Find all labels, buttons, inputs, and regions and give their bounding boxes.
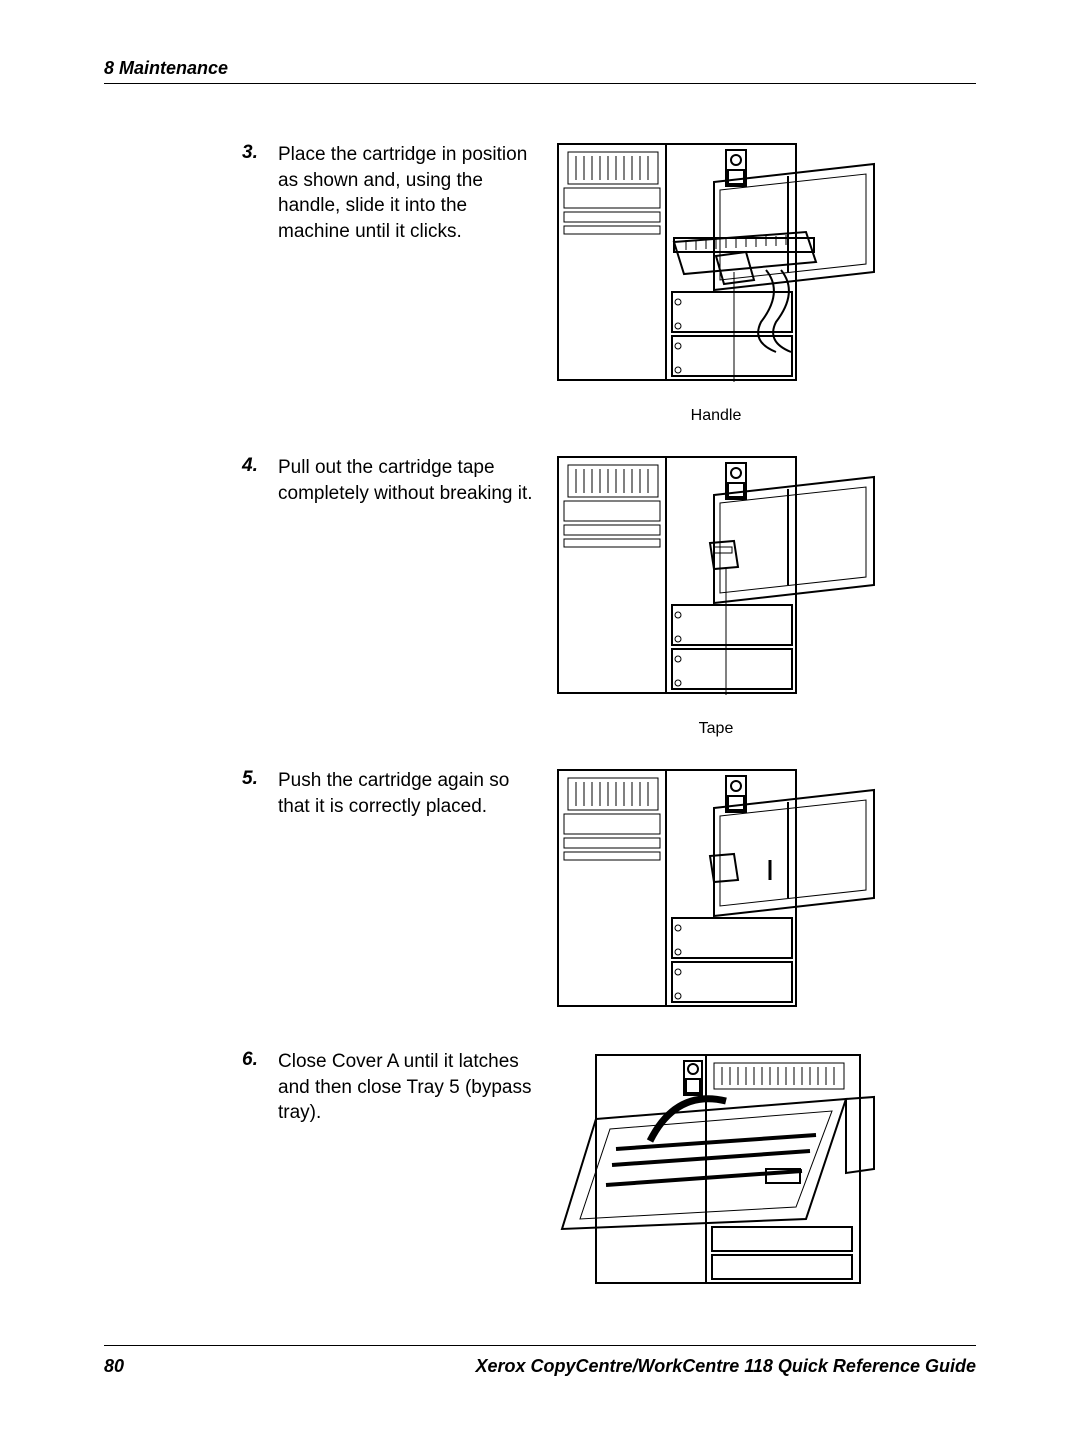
figure-step3-icon [556, 142, 876, 382]
step-text: Push the cartridge again so that it is c… [278, 768, 544, 819]
step-text-column: 5. Push the cartridge again so that it i… [104, 768, 544, 819]
figure-step6-icon [556, 1049, 876, 1289]
header-section-text: 8 Maintenance [104, 58, 228, 78]
figure-label: Tape [556, 720, 876, 738]
step-text-column: 3. Place the cartridge in position as sh… [104, 142, 544, 245]
step-text-column: 6. Close Cover A until it latches and th… [104, 1049, 544, 1126]
step-number: 4. [242, 455, 260, 477]
page-header: 8 Maintenance [104, 58, 976, 84]
step-number: 3. [242, 142, 260, 164]
figure-label: Handle [556, 407, 876, 425]
step-text-column: 4. Pull out the cartridge tape completel… [104, 455, 544, 506]
step-text: Close Cover A until it latches and then … [278, 1049, 544, 1126]
step-number: 5. [242, 768, 260, 790]
figure-column [556, 1049, 876, 1294]
figure-step5-icon [556, 768, 876, 1008]
document-page: 8 Maintenance 3. Place the cartridge in … [0, 0, 1080, 1437]
figure-column: Tape [556, 455, 876, 738]
step-row-5: 5. Push the cartridge again so that it i… [104, 768, 976, 1013]
step-text: Pull out the cartridge tape completely w… [278, 455, 544, 506]
step-row-6: 6. Close Cover A until it latches and th… [104, 1049, 976, 1294]
step-text: Place the cartridge in position as shown… [278, 142, 544, 245]
figure-column: Handle [556, 142, 876, 425]
step-number: 6. [242, 1049, 260, 1071]
step-row-3: 3. Place the cartridge in position as sh… [104, 142, 976, 425]
figure-column [556, 768, 876, 1013]
page-footer: 80 Xerox CopyCentre/WorkCentre 118 Quick… [104, 1345, 976, 1377]
footer-title: Xerox CopyCentre/WorkCentre 118 Quick Re… [475, 1356, 976, 1377]
figure-step4-icon [556, 455, 876, 695]
step-row-4: 4. Pull out the cartridge tape completel… [104, 455, 976, 738]
page-number: 80 [104, 1356, 124, 1377]
